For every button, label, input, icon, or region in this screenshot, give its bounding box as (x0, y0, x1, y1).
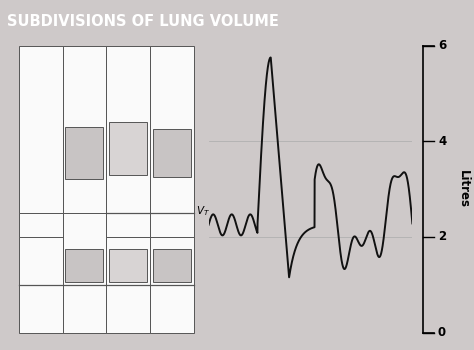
Text: Litres: Litres (456, 170, 470, 208)
Text: 4: 4 (438, 135, 446, 148)
Text: 6: 6 (438, 39, 446, 52)
Text: 0: 0 (438, 326, 446, 339)
Text: SUBDIVISIONS OF LUNG VOLUME: SUBDIVISIONS OF LUNG VOLUME (7, 14, 279, 28)
Text: 2: 2 (438, 230, 446, 243)
Text: $V_T$: $V_T$ (196, 204, 210, 218)
